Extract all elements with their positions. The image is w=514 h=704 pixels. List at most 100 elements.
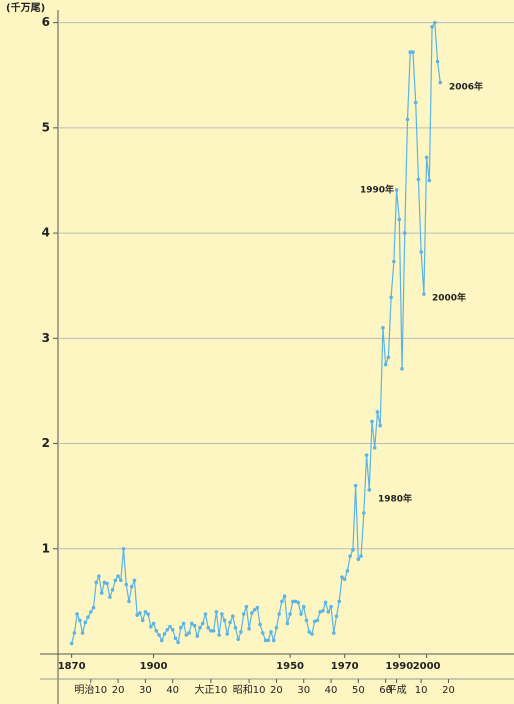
data-point [86, 615, 90, 619]
data-point [392, 259, 396, 264]
data-point [422, 292, 426, 296]
data-point [416, 177, 421, 182]
annotation: 1980年 [378, 493, 412, 505]
data-point [413, 100, 418, 105]
data-point [173, 636, 178, 641]
data-point [353, 483, 358, 488]
data-point [187, 631, 191, 635]
data-point [397, 217, 402, 222]
data-point [364, 453, 369, 457]
data-point [179, 625, 183, 630]
data-point [321, 609, 325, 613]
data-point [119, 578, 123, 583]
data-point [105, 581, 109, 586]
data-point [435, 59, 440, 64]
era-tick-label: 平成 [387, 684, 407, 696]
data-point [151, 621, 156, 626]
data-point [334, 614, 339, 618]
y-tick-label: 4 [42, 226, 50, 240]
data-point [383, 362, 388, 367]
data-point [80, 631, 85, 635]
data-point [356, 557, 361, 562]
era-tick-label: 昭和10 [233, 684, 266, 696]
data-point [381, 325, 385, 330]
data-point [318, 610, 322, 614]
data-point [301, 604, 306, 609]
x-tick-label: 1900 [140, 661, 168, 672]
era-tick-label: 20 [442, 685, 455, 696]
data-point [157, 633, 161, 637]
data-point [394, 188, 399, 192]
data-point [367, 488, 372, 492]
data-point [359, 554, 363, 558]
era-tick-label: 明治10 [74, 683, 107, 696]
data-point [342, 577, 347, 582]
data-point [176, 640, 180, 645]
era-tick-label: 40 [325, 685, 338, 696]
data-point [337, 599, 342, 604]
y-tick-label: 6 [42, 15, 50, 29]
data-point [206, 625, 210, 630]
y-tick-label: 3 [42, 331, 50, 345]
data-point [211, 629, 216, 633]
data-point [228, 620, 232, 625]
data-point [127, 599, 131, 604]
data-point [189, 621, 194, 626]
data-point [75, 612, 79, 616]
data-point [121, 546, 126, 551]
unit-label: (千万尾) [6, 1, 45, 14]
data-point [291, 599, 295, 604]
annotation: 1990年 [360, 184, 394, 196]
data-point [195, 634, 200, 638]
data-point [143, 610, 148, 614]
data-point [78, 618, 82, 623]
data-point [222, 618, 227, 623]
data-point [329, 604, 333, 609]
data-point [129, 584, 134, 589]
data-point [239, 630, 243, 634]
data-point [433, 20, 437, 25]
era-tick-label: 30 [139, 685, 152, 696]
data-point [378, 423, 383, 428]
data-point [225, 632, 230, 636]
x-tick-label: 1970 [331, 661, 359, 672]
data-point [159, 638, 164, 643]
era-tick-label: 20 [112, 685, 125, 696]
data-point [310, 632, 314, 636]
data-point [230, 614, 235, 618]
data-point [274, 625, 279, 630]
data-point [375, 410, 380, 414]
data-point [233, 625, 238, 630]
data-point [280, 599, 284, 604]
data-point [331, 631, 336, 635]
data-point [362, 511, 366, 515]
data-point [402, 231, 407, 235]
data-point [72, 631, 77, 635]
annotation: 2000年 [432, 292, 466, 304]
data-point [430, 25, 434, 29]
data-point [263, 638, 268, 643]
data-point [97, 574, 101, 578]
era-tick-label: 40 [166, 685, 179, 696]
data-point [113, 578, 118, 583]
data-point [293, 599, 298, 604]
data-point [220, 612, 224, 616]
era-tick-label: 50 [352, 685, 365, 696]
x-tick-label: 2000 [413, 661, 441, 672]
data-point [140, 618, 145, 623]
era-tick-label: 60 [379, 685, 392, 696]
data-point [411, 50, 415, 54]
era-tick-label: 10 [415, 685, 428, 696]
data-point [91, 605, 96, 610]
data-point [372, 445, 377, 450]
y-tick-label: 5 [42, 120, 50, 134]
data-point [277, 612, 281, 616]
data-point [252, 608, 257, 612]
data-point [345, 569, 350, 573]
data-point [282, 594, 287, 598]
data-point [340, 575, 344, 579]
data-point [323, 600, 328, 605]
data-point [269, 630, 273, 634]
era-tick-label: 30 [297, 685, 310, 696]
